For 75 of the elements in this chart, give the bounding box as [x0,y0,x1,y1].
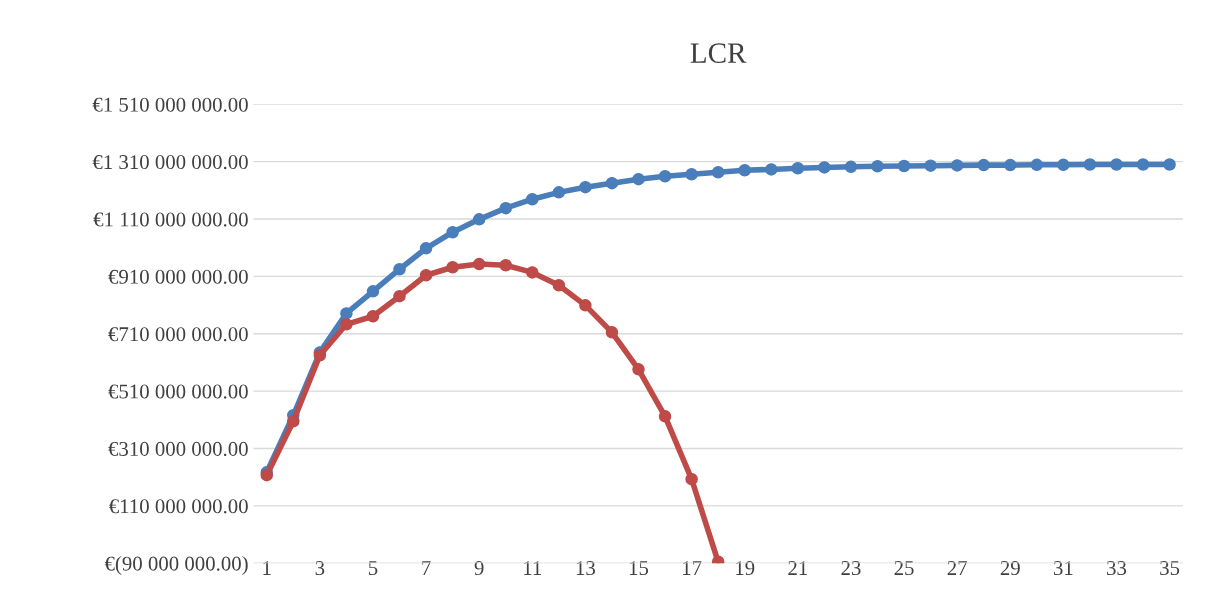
x-tick-label: 31 [1053,561,1073,576]
chart-title: LCR [690,43,747,63]
point [366,310,380,323]
y-tick-label: €1 110 000 000.00 [93,212,248,227]
point [844,160,858,174]
y-tick-label: €510 000 000.00 [108,384,248,399]
x-tick-label: 9 [474,561,484,576]
point [1163,158,1176,171]
x-tick-label: 5 [368,561,378,576]
point [393,262,406,276]
point [924,159,937,172]
x-tick-label: 1 [263,561,271,575]
x-tick-label: 35 [1160,561,1180,576]
x-tick-label: 21 [788,561,807,575]
y-tick-label: €310 000 000.00 [108,441,248,457]
point [738,164,751,177]
point [605,176,619,190]
x-tick-label: 17 [683,561,702,575]
point [658,170,672,183]
point [579,299,592,312]
point [446,260,459,274]
point [897,159,911,173]
point [977,158,990,172]
point [526,266,539,279]
point [1004,158,1017,172]
point [552,279,566,292]
point [791,162,805,175]
x-tick-label: 13 [576,561,595,576]
x-tick-label: 25 [894,561,914,576]
point [818,161,831,174]
y-tick-label: €1 310 000 000.00 [92,155,248,170]
x-tick-label: 7 [422,561,431,575]
x-tick-label: 33 [1107,561,1127,576]
x-tick-label: 3 [315,561,325,576]
point [1083,158,1097,171]
point [419,242,433,255]
point [711,166,725,179]
point [340,307,353,320]
y-tick-label: €910 000 000.00 [108,269,248,284]
point [658,410,672,423]
x-tick-label: 27 [947,561,967,575]
x-tick-label: 29 [1000,561,1020,576]
point [366,285,380,298]
point [526,192,539,206]
point [579,180,592,194]
point [632,363,645,376]
y-tick-label: €(90 000 000.00) [104,555,248,575]
point [1057,158,1070,172]
x-tick-label: 19 [736,561,755,576]
point [472,213,486,226]
point [446,225,459,239]
point [1110,158,1123,171]
x-tick-label: 23 [841,561,861,576]
y-tick-label: €110 000 000.00 [109,499,248,514]
point [393,289,406,303]
point [632,172,645,186]
point [685,472,698,486]
point [871,160,884,173]
point [340,318,353,331]
point [499,201,512,215]
point [287,414,300,428]
point [419,268,433,282]
x-tick-label: 11 [524,561,542,575]
point [950,159,964,172]
point [765,163,778,176]
y-tick-label: €1 510 000 000.00 [92,97,248,112]
x-tick-label: 15 [629,561,649,576]
point [685,168,698,181]
y-tick-label: €710 000 000.00 [108,327,248,342]
point [472,257,486,271]
point [1136,158,1150,171]
point [1030,158,1044,172]
point [552,186,566,199]
point [605,326,619,339]
point [499,258,512,272]
